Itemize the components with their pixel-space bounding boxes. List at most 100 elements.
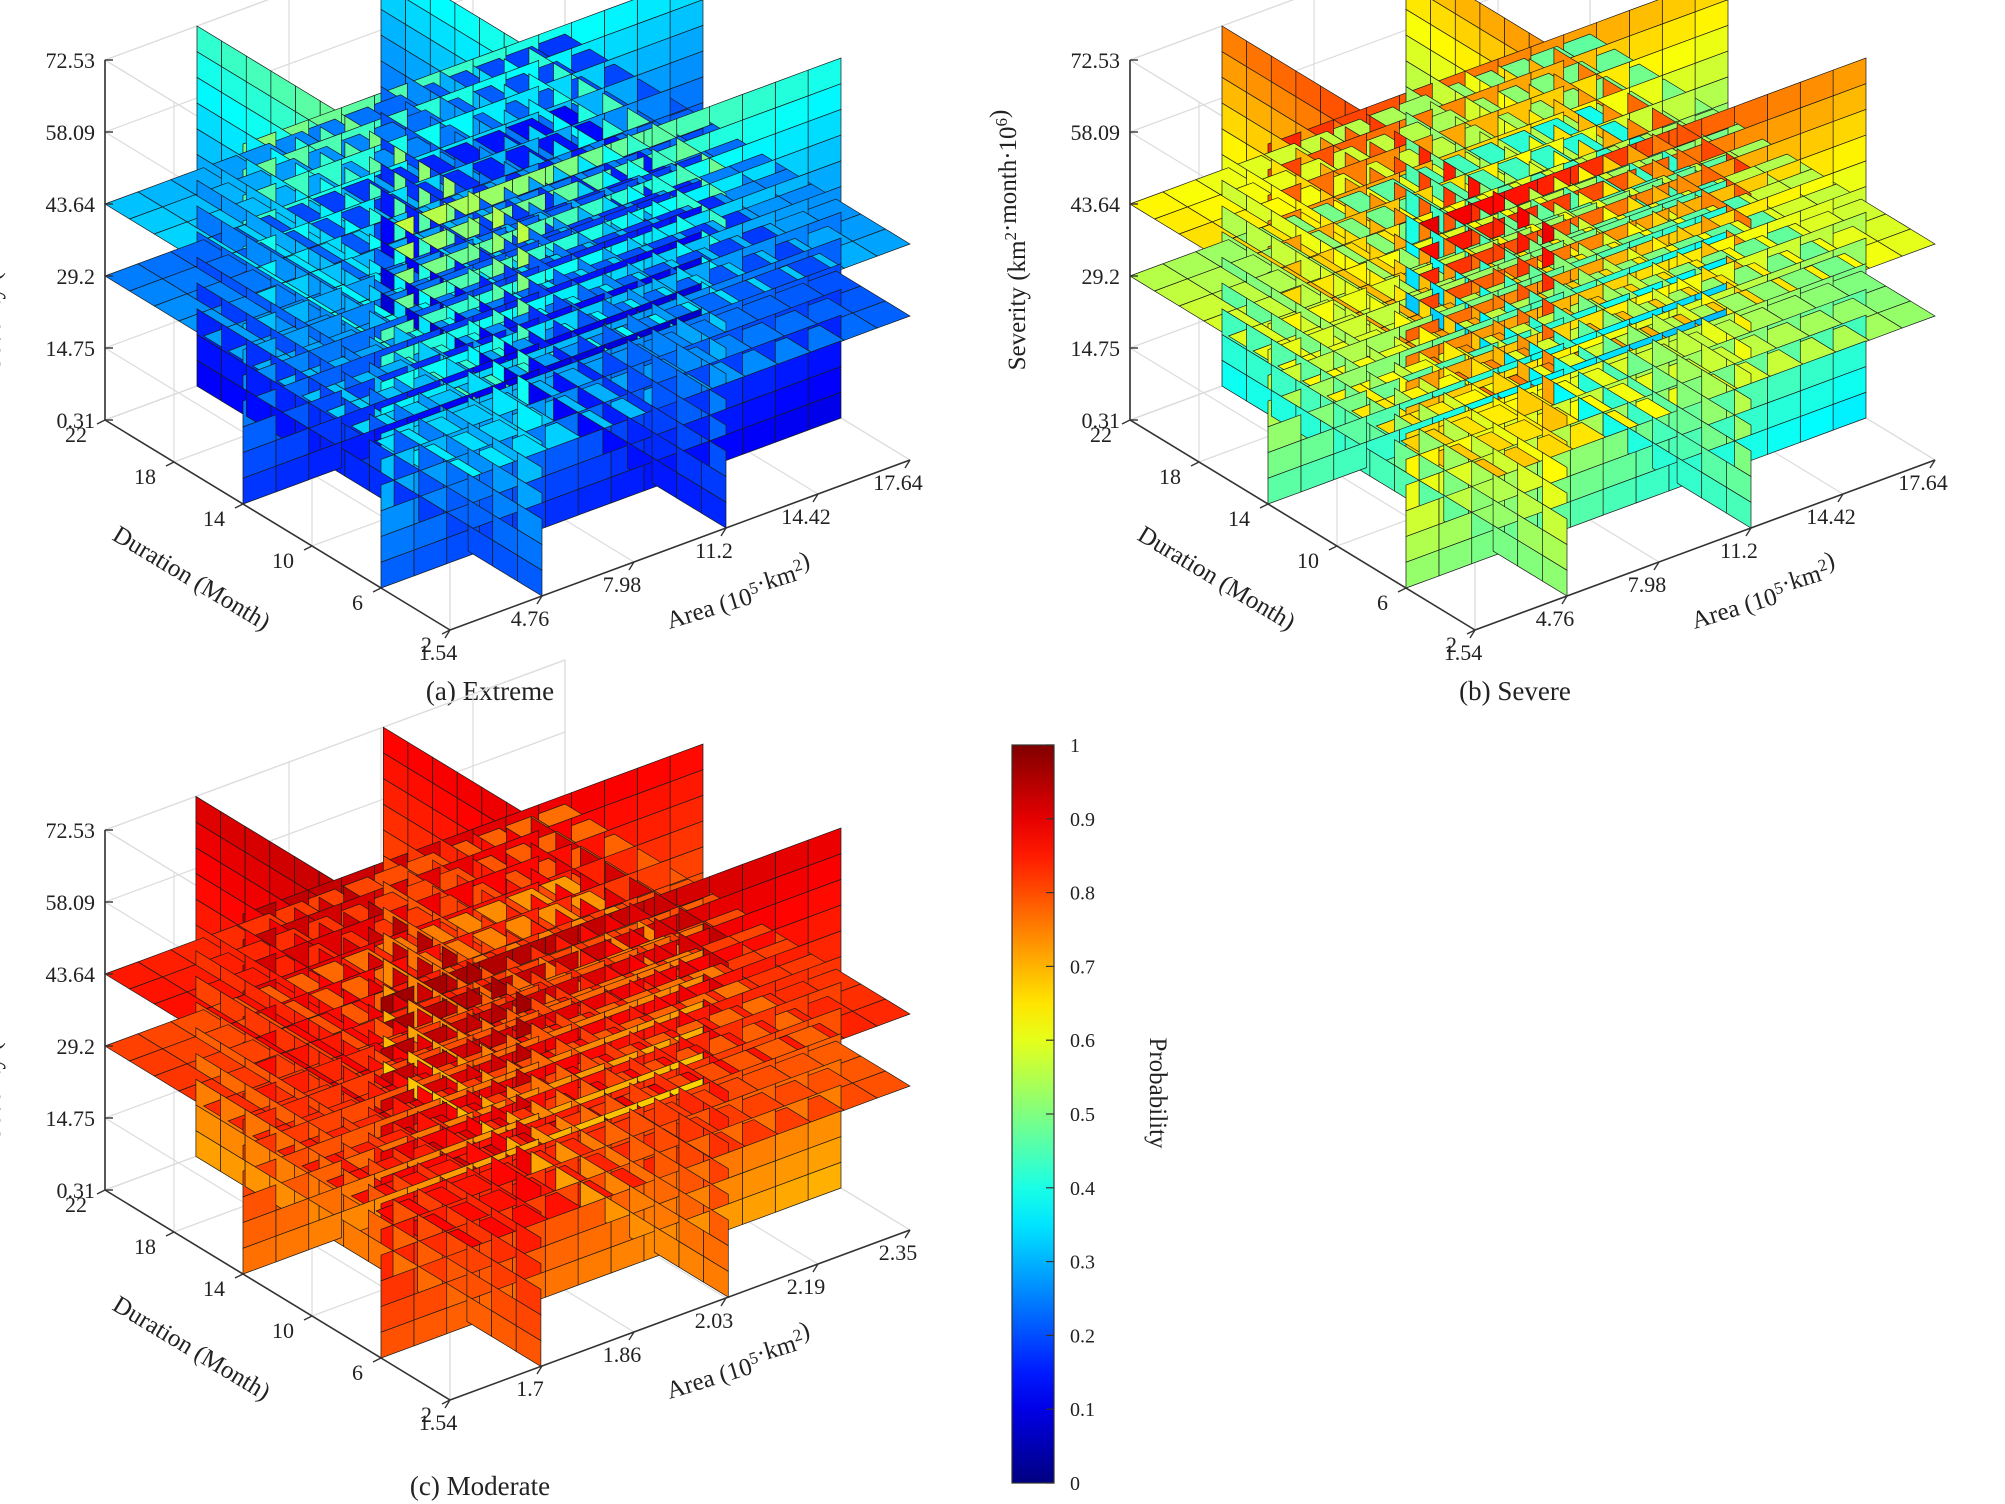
colorbar-tick-label: 0.7 xyxy=(1070,956,1095,978)
y-tick-label: 18 xyxy=(134,1234,156,1259)
panel-extreme: 1.54 4.76 7.98 11.2 14.42 17.64 2 6 10 14 18 220.31… xyxy=(0,0,923,706)
colorbar-tick-label: 0.3 xyxy=(1070,1252,1095,1274)
x-tick-label: 11.2 xyxy=(695,538,733,563)
x-tick-label: 11.2 xyxy=(1720,538,1758,563)
y-tick-label: 14 xyxy=(203,506,225,531)
z-tick-label: 29.2 xyxy=(1082,264,1121,289)
y-tick-label: 10 xyxy=(272,548,294,573)
y-axis-line xyxy=(1129,419,1476,631)
y-tick-mark xyxy=(1397,587,1407,593)
y-tick-mark xyxy=(303,1315,313,1321)
x-tick-mark xyxy=(812,493,819,503)
gridline xyxy=(104,0,270,61)
y-tick-mark xyxy=(96,1189,106,1195)
z-tick-label: 72.53 xyxy=(1071,48,1121,73)
colorbar-tick-label: 0.2 xyxy=(1070,1325,1095,1347)
y-tick-mark xyxy=(441,629,451,635)
colorbar-tick-label: 0.4 xyxy=(1070,1178,1095,1200)
panel-moderate: 1.541.71.862.032.192.3526101418220.3114.… xyxy=(0,659,918,1501)
z-axis-title: Severity (km2·month·106) xyxy=(0,110,6,371)
y-tick-mark xyxy=(234,1273,244,1279)
y-tick-mark xyxy=(1328,545,1338,551)
y-tick-label: 2 xyxy=(1446,632,1457,657)
colorbar-tick-label: 1 xyxy=(1070,735,1080,757)
y-tick-label: 6 xyxy=(352,590,363,615)
y-axis-title: Duration (Month) xyxy=(108,1291,275,1406)
slice-cell-y xyxy=(380,549,415,589)
y-tick-label: 14 xyxy=(1228,506,1250,531)
x-axis-line xyxy=(449,459,911,631)
z-tick-label: 58.09 xyxy=(46,120,96,145)
y-tick-mark xyxy=(1121,419,1131,425)
y-tick-label: 22 xyxy=(65,422,87,447)
z-tick-label: 14.75 xyxy=(1071,336,1121,361)
y-tick-label: 6 xyxy=(1377,590,1388,615)
z-tick-label: 43.64 xyxy=(1071,192,1121,217)
x-tick-label: 1.54 xyxy=(419,640,458,665)
y-tick-label: 10 xyxy=(272,1318,294,1343)
slice-planes xyxy=(1129,0,1936,597)
y-axis-line xyxy=(104,419,451,631)
x-axis-title: Area (105·km2) xyxy=(658,1317,818,1405)
z-tick-label: 0.31 xyxy=(57,408,96,433)
colorbar-tick-label: 0.1 xyxy=(1070,1399,1095,1421)
y-tick-mark xyxy=(1190,461,1200,467)
gridline xyxy=(104,0,464,133)
x-tick-label: 1.86 xyxy=(603,1342,642,1367)
x-tick-label: 2.35 xyxy=(879,1240,918,1265)
z-tick-label: 0.31 xyxy=(57,1178,96,1203)
x-tick-label: 4.76 xyxy=(1536,606,1575,631)
z-tick-label: 14.75 xyxy=(46,336,96,361)
z-tick-label: 43.64 xyxy=(46,962,96,987)
y-tick-label: 2 xyxy=(421,632,432,657)
y-tick-label: 6 xyxy=(352,1360,363,1385)
x-tick-label: 14.42 xyxy=(781,504,831,529)
z-tick-label: 43.64 xyxy=(46,192,96,217)
x-tick-label: 7.98 xyxy=(603,572,642,597)
y-tick-label: 2 xyxy=(421,1402,432,1427)
z-tick-label: 29.2 xyxy=(57,264,96,289)
z-tick-label: 58.09 xyxy=(1071,120,1121,145)
panel-caption: (b) Severe xyxy=(1459,676,1571,706)
colorbar-tick-label: 0.9 xyxy=(1070,809,1095,831)
y-tick-mark xyxy=(372,1357,382,1363)
x-tick-label: 4.76 xyxy=(511,606,550,631)
y-tick-label: 10 xyxy=(1297,548,1319,573)
x-tick-label: 17.64 xyxy=(873,470,923,495)
y-tick-mark xyxy=(96,419,106,425)
z-axis-title: Severity (km2·month·106) xyxy=(0,880,6,1141)
x-tick-mark xyxy=(628,561,635,571)
y-tick-mark xyxy=(303,545,313,551)
x-tick-label: 17.64 xyxy=(1898,470,1948,495)
gridline xyxy=(1129,0,1295,61)
slice-planes xyxy=(104,0,911,597)
z-tick-label: 29.2 xyxy=(57,1034,96,1059)
y-tick-label: 14 xyxy=(203,1276,225,1301)
z-tick-label: 0.31 xyxy=(1082,408,1121,433)
y-axis-title: Duration (Month) xyxy=(108,521,275,636)
panel-severe: 1.544.767.9811.214.4217.6426101418220.31… xyxy=(986,0,1948,706)
slice-cell-x xyxy=(701,486,727,529)
panel-caption: (c) Moderate xyxy=(410,1471,550,1501)
slice-cell-x xyxy=(517,554,543,597)
colorbar-label: Probability xyxy=(1144,1037,1171,1149)
y-tick-mark xyxy=(165,461,175,467)
x-tick-label: 2.19 xyxy=(787,1274,826,1299)
x-axis-line xyxy=(1474,459,1936,631)
panel-caption: (a) Extreme xyxy=(426,676,554,706)
z-tick-label: 72.53 xyxy=(46,48,96,73)
x-tick-mark xyxy=(444,629,451,639)
x-tick-mark xyxy=(536,595,543,605)
colorbar-tick-label: 0 xyxy=(1070,1473,1080,1495)
slice-planes xyxy=(104,726,911,1368)
y-tick-label: 18 xyxy=(134,464,156,489)
y-tick-mark xyxy=(234,503,244,509)
z-tick-label: 58.09 xyxy=(46,890,96,915)
x-axis-title: Area (105·km2) xyxy=(1683,547,1843,635)
y-tick-mark xyxy=(372,587,382,593)
x-axis-title: Area (105·km2) xyxy=(658,547,818,635)
x-tick-label: 1.7 xyxy=(516,1376,544,1401)
y-axis-title: Duration (Month) xyxy=(1133,521,1300,636)
x-tick-mark xyxy=(904,459,911,469)
